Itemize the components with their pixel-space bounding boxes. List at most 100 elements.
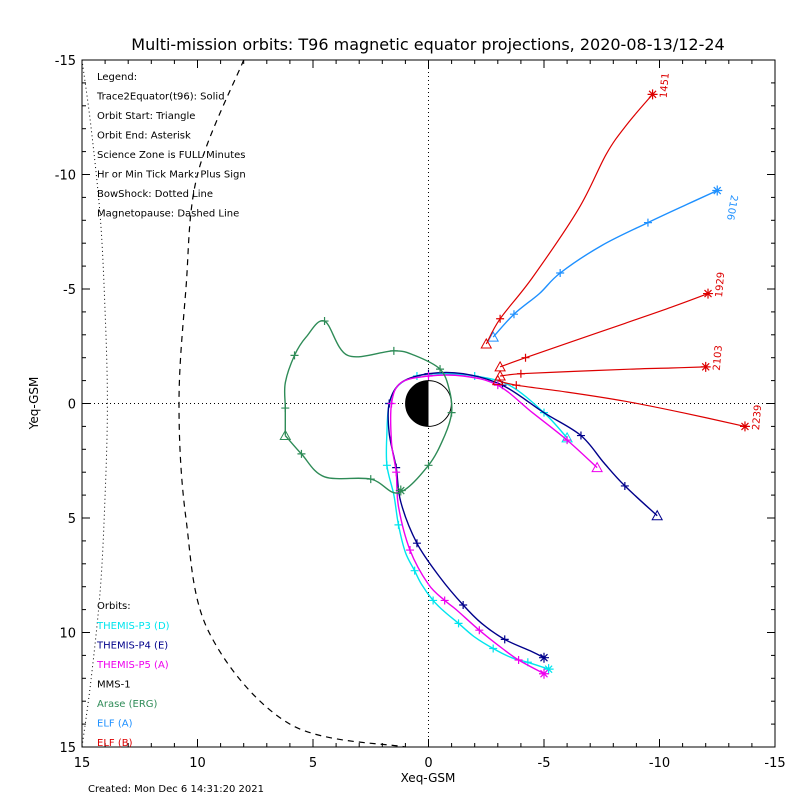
x-tick-label: 5 xyxy=(309,756,317,771)
orbit-end-asterisk xyxy=(647,89,658,100)
y-tick-label: 0 xyxy=(68,398,76,413)
series-themis-p5-a- xyxy=(387,372,603,679)
orbit-start-triangle xyxy=(591,461,603,473)
hour-tick-mark xyxy=(512,381,521,390)
legend-line: BowShock: Dotted Line xyxy=(97,189,213,200)
hour-tick-mark xyxy=(475,626,484,635)
track-time-label: 2103 xyxy=(712,345,725,371)
orbit-start-triangle xyxy=(651,509,664,521)
hour-tick-mark xyxy=(320,317,329,326)
series-layer: 2106 1451 1929 2103 2239 xyxy=(279,72,764,679)
hour-tick-mark xyxy=(516,369,525,378)
elf-b-track-2239: 2239 xyxy=(491,374,764,432)
grid xyxy=(82,60,775,747)
hour-tick-mark xyxy=(366,475,375,484)
track-time-label: 1929 xyxy=(714,272,727,298)
orbit-end-asterisk xyxy=(739,421,750,432)
boundaries xyxy=(81,59,452,748)
y-tick-label: -15 xyxy=(55,54,76,69)
hour-tick-mark xyxy=(406,546,415,555)
bowshock-line xyxy=(81,59,108,748)
x-tick-label: 0 xyxy=(424,756,432,771)
hour-tick-mark xyxy=(440,596,449,605)
hour-tick-mark xyxy=(509,310,518,319)
hour-tick-mark xyxy=(521,353,530,362)
orbit-end-asterisk xyxy=(712,185,723,196)
x-tick-label: 15 xyxy=(74,756,91,771)
orbit-legend-entry: Arase (ERG) xyxy=(97,699,158,710)
hour-tick-mark xyxy=(290,351,299,360)
legend-line: Hr or Min Tick Mark: Plus Sign xyxy=(97,170,246,181)
created-timestamp: Created: Mon Dec 6 14:31:20 2021 xyxy=(88,784,264,795)
hour-tick-mark xyxy=(382,461,391,470)
track-time-label: 2106 xyxy=(724,194,739,221)
orbit-legend-entry: ELF (B) xyxy=(97,738,133,749)
orbits-header: Orbits: xyxy=(97,601,131,612)
hour-tick-mark xyxy=(447,408,456,417)
legend: Legend: Trace2Equator(t96): Solid Orbit St… xyxy=(96,72,246,220)
hour-tick-mark xyxy=(514,655,523,664)
hour-tick-mark xyxy=(556,268,565,277)
orbit-end-asterisk xyxy=(703,288,714,299)
earth-night-side xyxy=(405,380,429,427)
hour-tick-mark xyxy=(576,431,585,440)
elf-b-track-1451: 1451 xyxy=(480,72,672,349)
orbit-legend-entry: THEMIS-P3 (D) xyxy=(96,621,170,632)
orbit-end-asterisk xyxy=(539,652,549,663)
orbit-end-asterisk xyxy=(395,485,406,496)
legend-line: Legend: xyxy=(97,72,137,83)
hour-tick-mark xyxy=(394,520,403,529)
chart-title: Multi-mission orbits: T96 magnetic equat… xyxy=(131,35,724,54)
hour-tick-mark xyxy=(459,601,468,610)
y-axis-label: Yeq-GSM xyxy=(27,377,41,431)
y-tick-label: -10 xyxy=(55,169,76,184)
orbit-end-asterisk xyxy=(700,361,711,372)
orbit-legend: Orbits: THEMIS-P3 (D) THEMIS-P4 (E) THEMIS-… xyxy=(96,601,170,749)
hour-tick-mark xyxy=(493,381,502,390)
y-tick-label: -5 xyxy=(63,283,76,298)
x-tick-label: -10 xyxy=(649,756,670,771)
orbit-end-asterisk xyxy=(539,668,549,679)
hour-tick-mark xyxy=(496,314,505,323)
elf-b-track-2103: 2103 xyxy=(494,345,725,381)
orbit-legend-entry: ELF (A) xyxy=(97,719,133,730)
hour-tick-mark xyxy=(412,539,421,548)
orbit-start-triangle xyxy=(480,337,493,349)
hour-tick-mark xyxy=(281,404,290,413)
legend-line: Magnetopause: Dashed Line xyxy=(97,209,239,220)
hour-tick-mark xyxy=(620,481,629,490)
hour-tick-mark xyxy=(424,372,433,381)
hour-tick-mark xyxy=(297,449,306,458)
legend-line: Orbit Start: Triangle xyxy=(97,111,195,122)
x-tick-label: -5 xyxy=(538,756,551,771)
hour-tick-mark xyxy=(429,596,438,605)
y-tick-label: 10 xyxy=(59,627,76,642)
hour-tick-mark xyxy=(500,635,509,644)
series-line xyxy=(499,293,709,368)
orbit-legend-entry: MMS-1 xyxy=(97,680,131,691)
legend-line: Science Zone is FULL Minutes xyxy=(97,150,246,161)
orbit-start-triangle xyxy=(487,331,500,342)
x-tick-label: -15 xyxy=(764,756,785,771)
series-elf-a-: 2106 xyxy=(487,185,739,342)
track-time-label: 1451 xyxy=(659,72,672,98)
hour-tick-mark xyxy=(387,399,396,408)
orbit-legend-entry: THEMIS-P4 (E) xyxy=(96,641,168,652)
orbit-start-triangle xyxy=(491,374,504,386)
hour-tick-mark xyxy=(410,566,419,575)
orbit-end-asterisk xyxy=(543,664,554,675)
legend-line: Trace2Equator(t96): Solid xyxy=(96,92,225,103)
axis-ticks: 15 10 5 0 -5 -10 -15 -15 -10 -5 0 5 10 15 xyxy=(55,54,786,771)
track-time-label: 2239 xyxy=(751,404,764,430)
hour-tick-mark xyxy=(643,218,652,227)
x-axis-label: Xeq-GSM xyxy=(401,771,456,785)
hour-tick-mark xyxy=(389,346,398,355)
hour-tick-mark xyxy=(489,644,498,653)
series-line xyxy=(492,189,718,338)
hour-tick-mark xyxy=(454,619,463,628)
x-tick-label: 10 xyxy=(189,756,206,771)
series-line xyxy=(387,371,658,659)
orbit-legend-entry: THEMIS-P5 (A) xyxy=(96,660,169,671)
